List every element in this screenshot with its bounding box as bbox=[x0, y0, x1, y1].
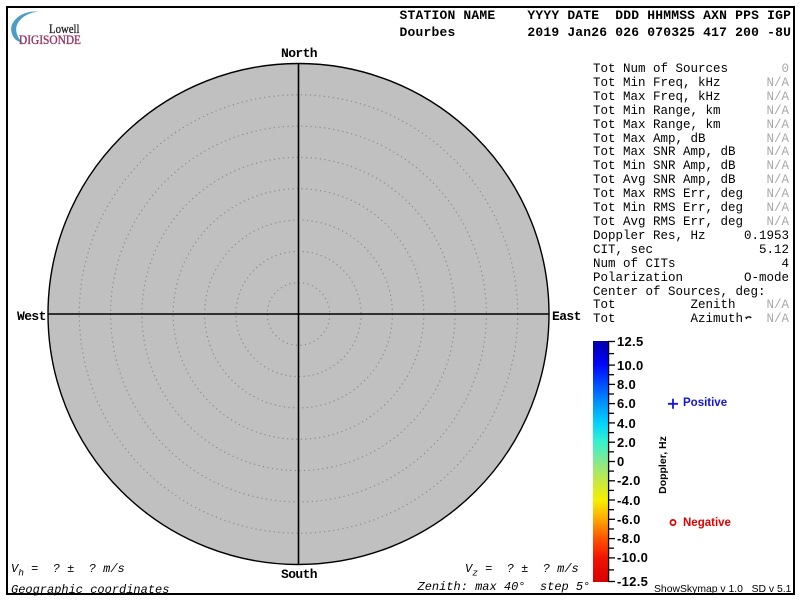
svg-text:12.5: 12.5 bbox=[617, 335, 644, 349]
svg-text:-12.5: -12.5 bbox=[617, 574, 648, 589]
svg-text:0: 0 bbox=[617, 454, 625, 469]
svg-text:-8.0: -8.0 bbox=[617, 531, 641, 546]
svg-text:-6.0: -6.0 bbox=[617, 512, 641, 527]
svg-text:Doppler, Hz: Doppler, Hz bbox=[657, 436, 669, 494]
svg-text:4.0: 4.0 bbox=[617, 416, 636, 431]
svg-text:-4.0: -4.0 bbox=[617, 493, 641, 508]
svg-text:-2.0: -2.0 bbox=[617, 473, 641, 488]
svg-text:2.0: 2.0 bbox=[617, 435, 636, 450]
svg-text:-10.0: -10.0 bbox=[617, 550, 648, 565]
svg-text:10.0: 10.0 bbox=[617, 358, 644, 373]
svg-text:8.0: 8.0 bbox=[617, 377, 636, 392]
svg-text:6.0: 6.0 bbox=[617, 396, 636, 411]
